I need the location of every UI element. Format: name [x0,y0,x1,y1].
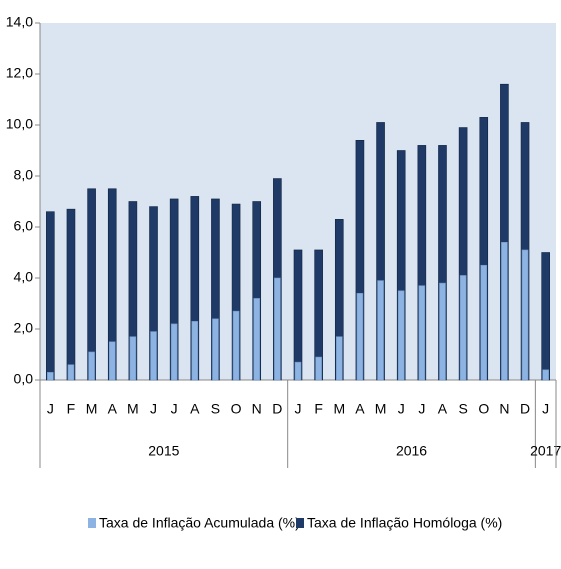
x-tick-label: M [127,401,139,417]
x-tick-label: A [355,401,365,417]
bar [87,188,96,381]
bar [170,323,178,381]
x-tick-label: M [86,401,98,417]
bar [232,310,240,381]
y-tick-label: 10,0 [6,116,33,132]
bar [397,290,405,381]
y-tick-label: 0,0 [14,371,34,387]
bar [294,361,302,381]
y-tick-label: 12,0 [6,65,33,81]
bar [501,242,508,381]
bar [88,351,95,381]
bar [46,211,55,381]
bar [150,331,157,381]
x-tick-label: J [171,401,178,417]
x-tick-label: O [478,401,489,417]
bar [418,285,426,381]
bar [253,298,261,381]
bar [542,369,549,381]
bar [67,364,75,381]
y-tick-label: 4,0 [14,269,34,285]
bar [274,277,281,381]
bar [129,336,137,381]
x-tick-label: N [252,401,262,417]
bar [191,321,199,381]
bar [108,341,116,381]
y-tick-label: 8,0 [14,167,34,183]
x-tick-label: N [499,401,509,417]
bar [521,249,529,381]
y-tick-label: 2,0 [14,320,34,336]
x-tick-label: J [398,401,405,417]
bar [377,280,384,381]
x-tick-label: S [458,401,467,417]
x-tick-label: J [150,401,157,417]
x-tick-label: D [272,401,282,417]
x-tick-label: M [375,401,387,417]
x-tick-label: D [520,401,530,417]
x-tick-label: F [314,401,323,417]
year-label: 2017 [530,443,561,459]
x-tick-label: A [190,401,200,417]
y-tick-label: 6,0 [14,218,34,234]
x-tick-label: J [295,401,302,417]
bar [212,318,219,381]
y-tick-label: 14,0 [6,14,33,30]
bar [356,292,364,381]
year-label: 2016 [396,443,427,459]
x-tick-label: J [418,401,425,417]
bar [315,356,322,381]
year-label: 2015 [148,443,179,459]
x-tick-label: A [108,401,118,417]
x-tick-label: O [231,401,242,417]
bar [335,336,343,381]
x-tick-label: F [67,401,76,417]
legend-swatch [88,518,96,528]
x-tick-label: J [542,401,549,417]
bar [541,252,550,381]
x-tick-label: J [47,401,54,417]
legend-label: Taxa de Inflação Homóloga (%) [307,515,502,531]
x-tick-label: M [333,401,345,417]
bar [480,264,488,381]
x-tick-label: S [211,401,220,417]
legend-swatch [296,518,304,528]
bar [47,372,54,381]
bar [459,275,467,381]
bar [439,282,446,381]
x-tick-label: A [438,401,448,417]
bar [66,208,76,381]
bar [293,249,303,381]
legend-label: Taxa de Inflação Acumulada (%) [99,515,300,531]
